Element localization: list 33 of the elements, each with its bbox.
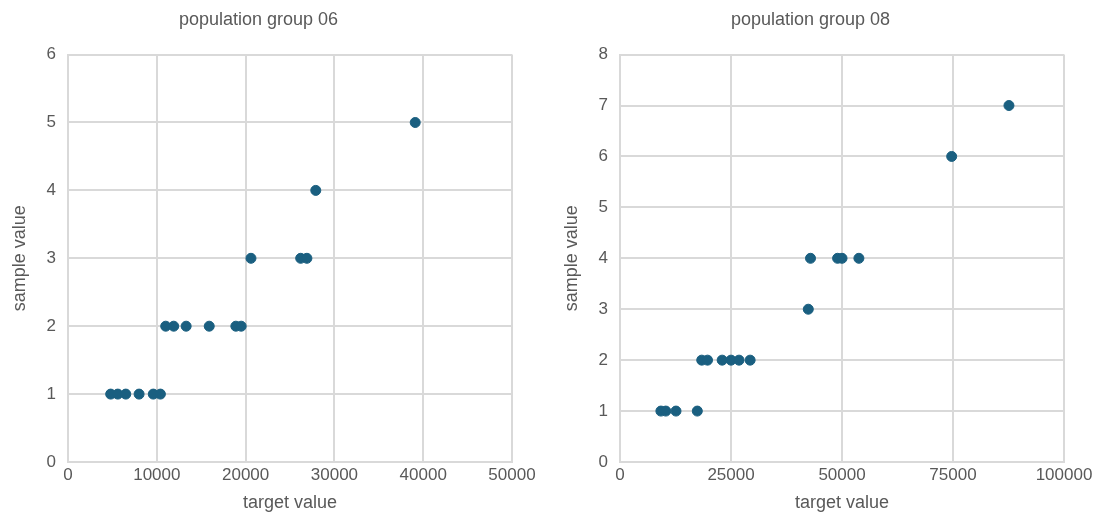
y-tick-label: 6	[46, 44, 57, 64]
y-axis-title: sample value	[8, 205, 29, 312]
y-tick-label: 4	[598, 247, 609, 267]
x-tick-label: 10000	[133, 464, 181, 484]
y-axis-title: sample value	[560, 205, 581, 312]
chart-title: population group 08	[730, 8, 891, 29]
y-tick-label: 0	[598, 451, 609, 471]
y-tick-label: 5	[598, 197, 609, 217]
y-tick-label: 2	[46, 315, 57, 335]
y-tick-label: 1	[46, 383, 57, 403]
x-tick-label: 20000	[221, 464, 270, 484]
x-tick-label: 75000	[929, 464, 977, 484]
y-tick-label: 4	[46, 180, 57, 200]
y-tick-label: 1	[598, 400, 609, 420]
x-tick-label: 40000	[399, 464, 447, 484]
x-tick-label: 0	[615, 464, 625, 484]
y-tick-label: 3	[598, 298, 609, 318]
x-tick-label: 100000	[1035, 464, 1093, 484]
y-tick-label: 8	[598, 44, 609, 64]
y-tick-label: 5	[46, 112, 57, 132]
x-tick-label: 50000	[818, 464, 866, 484]
y-tick-label: 2	[598, 349, 609, 369]
y-tick-label: 6	[598, 146, 609, 166]
y-tick-label: 0	[46, 451, 57, 471]
chart-title: population group 06	[178, 8, 339, 29]
y-tick-label: 7	[598, 95, 609, 115]
x-tick-label: 30000	[310, 464, 359, 484]
x-tick-label: 25000	[707, 464, 755, 484]
x-tick-label: 50000	[488, 464, 536, 484]
x-tick-label: 0	[63, 464, 73, 484]
x-axis-title: target value	[243, 492, 338, 513]
y-tick-label: 3	[46, 247, 57, 267]
x-axis-title: target value	[795, 492, 890, 513]
